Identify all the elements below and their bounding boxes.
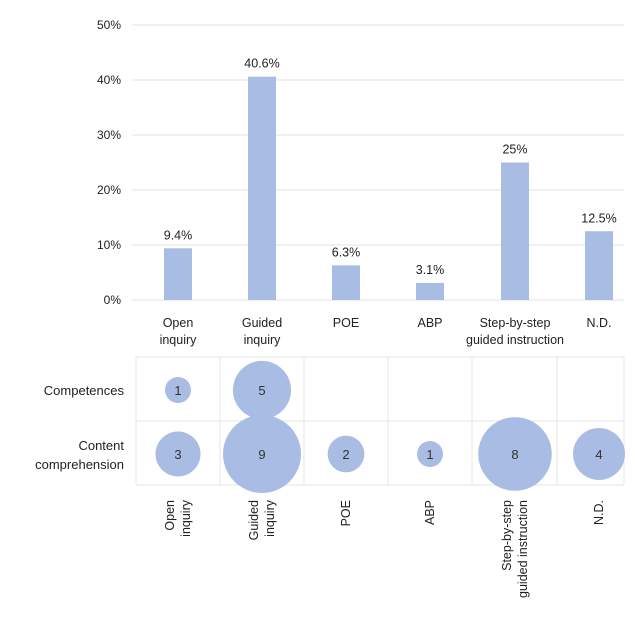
row-label: Content comprehension bbox=[35, 438, 124, 472]
bar bbox=[585, 231, 613, 300]
bubble bbox=[223, 415, 301, 493]
bubble-value: 1 bbox=[426, 447, 433, 462]
y-tick-label: 20% bbox=[97, 183, 121, 197]
data-label: 3.1% bbox=[416, 263, 445, 277]
bubble bbox=[478, 417, 552, 491]
data-label: 40.6% bbox=[244, 57, 279, 71]
column-label: N.D. bbox=[592, 500, 606, 525]
x-category-label: ABP bbox=[417, 316, 442, 330]
x-category-label: Open inquiry bbox=[160, 316, 198, 347]
y-tick-label: 10% bbox=[97, 238, 121, 252]
x-category-label: Step-by-step guided instruction bbox=[466, 316, 564, 347]
y-tick-label: 40% bbox=[97, 73, 121, 87]
column-label: Open inquiry bbox=[163, 499, 193, 537]
svg-text:N.D.: N.D. bbox=[592, 500, 606, 525]
bubble bbox=[417, 441, 443, 467]
x-category-label: POE bbox=[333, 316, 359, 330]
column-label: POE bbox=[339, 500, 353, 526]
bubble-value: 2 bbox=[342, 447, 349, 462]
bar bbox=[501, 162, 529, 300]
data-label: 12.5% bbox=[581, 211, 616, 225]
bubble-value: 9 bbox=[258, 447, 265, 462]
bubble bbox=[155, 431, 201, 477]
bar bbox=[332, 265, 360, 300]
svg-text:POE: POE bbox=[339, 500, 353, 526]
y-tick-label: 0% bbox=[104, 293, 122, 307]
bubble-value: 4 bbox=[595, 447, 602, 462]
bar bbox=[248, 76, 276, 300]
data-label: 9.4% bbox=[164, 228, 193, 242]
column-label: ABP bbox=[423, 500, 437, 525]
bubble bbox=[573, 428, 625, 480]
x-category-label: N.D. bbox=[587, 316, 612, 330]
bubble bbox=[165, 377, 191, 403]
row-label: Competences bbox=[44, 383, 125, 398]
bar bbox=[164, 248, 192, 300]
column-label: Guided inquiry bbox=[247, 499, 277, 540]
bubble-value: 8 bbox=[511, 447, 518, 462]
data-label: 25% bbox=[502, 143, 527, 157]
bubble-value: 5 bbox=[258, 383, 265, 398]
bubble-value: 1 bbox=[174, 383, 181, 398]
bubble-matrix: Competences Content comprehension 1 5 3 9 2 1 8 4 O… bbox=[35, 356, 625, 598]
y-tick-label: 50% bbox=[97, 18, 121, 32]
bar-chart: 0% 10% 20% 30% 40% 50% 9.4% 40.6% 6.3% 3.1% 25% 12.… bbox=[97, 18, 624, 347]
bubble bbox=[327, 435, 365, 473]
x-category-label: Guided inquiry bbox=[242, 316, 282, 347]
data-label: 6.3% bbox=[332, 245, 361, 259]
bubble bbox=[232, 360, 292, 420]
bubble-value: 3 bbox=[174, 447, 181, 462]
y-tick-label: 30% bbox=[97, 128, 121, 142]
bar bbox=[416, 282, 444, 300]
column-label: Step-by-step guided instruction bbox=[500, 500, 530, 598]
svg-text:ABP: ABP bbox=[423, 500, 437, 525]
